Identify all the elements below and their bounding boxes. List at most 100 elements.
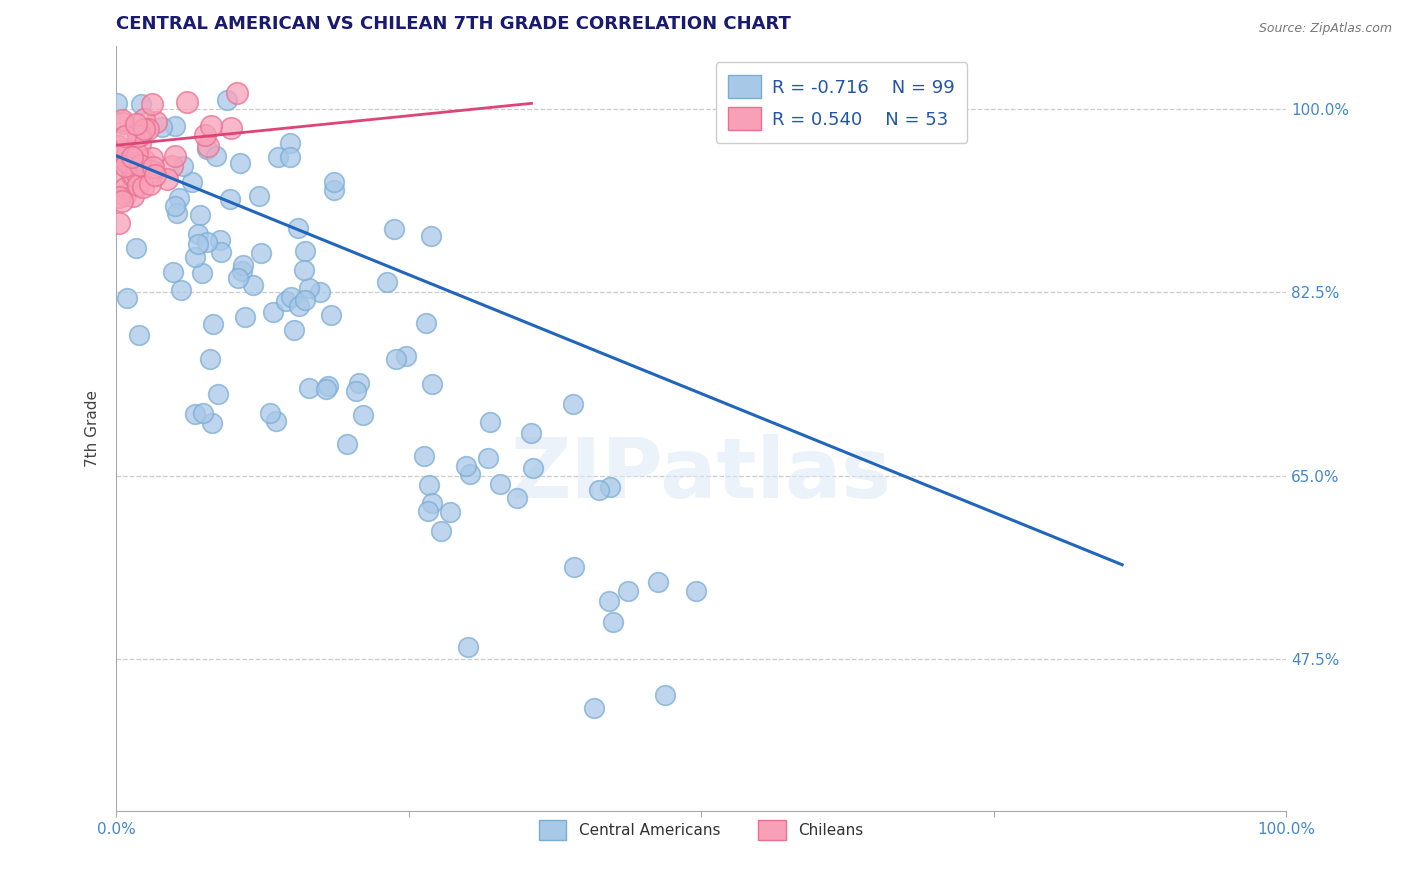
Point — [187, 227, 209, 242]
Point — [135, 161, 157, 176]
Point — [187, 236, 209, 251]
Point — [121, 150, 143, 164]
Point — [506, 491, 529, 506]
Point — [105, 152, 128, 166]
Point — [141, 151, 163, 165]
Point — [309, 285, 332, 299]
Point — [163, 119, 186, 133]
Text: ZIPatlas: ZIPatlas — [510, 434, 891, 515]
Point — [294, 293, 316, 308]
Point — [114, 159, 136, 173]
Point — [134, 153, 156, 167]
Point — [415, 316, 437, 330]
Point — [145, 114, 167, 128]
Point — [226, 270, 249, 285]
Point — [110, 112, 132, 127]
Text: Source: ZipAtlas.com: Source: ZipAtlas.com — [1258, 22, 1392, 36]
Point — [117, 145, 139, 159]
Point — [165, 149, 187, 163]
Point — [138, 121, 160, 136]
Point — [172, 159, 194, 173]
Point — [323, 175, 346, 189]
Point — [599, 480, 621, 494]
Point — [128, 128, 150, 143]
Point — [129, 97, 152, 112]
Point — [117, 150, 139, 164]
Point — [685, 584, 707, 599]
Point — [217, 93, 239, 107]
Point — [287, 221, 309, 235]
Point — [226, 86, 249, 100]
Point — [195, 142, 218, 156]
Point — [266, 414, 288, 428]
Point — [602, 615, 624, 630]
Point — [184, 407, 207, 421]
Point — [105, 96, 128, 111]
Point — [292, 263, 315, 277]
Point — [352, 408, 374, 422]
Point — [190, 266, 212, 280]
Point — [160, 159, 183, 173]
Point — [654, 688, 676, 702]
Point — [194, 128, 217, 143]
Point — [242, 277, 264, 292]
Point — [198, 351, 221, 366]
Text: CENTRAL AMERICAN VS CHILEAN 7TH GRADE CORRELATION CHART: CENTRAL AMERICAN VS CHILEAN 7TH GRADE CO… — [117, 15, 792, 33]
Point — [127, 178, 149, 192]
Point — [416, 504, 439, 518]
Point — [420, 228, 443, 243]
Point — [297, 381, 319, 395]
Point — [207, 386, 229, 401]
Point — [520, 425, 543, 440]
Point — [204, 149, 226, 163]
Point — [114, 129, 136, 144]
Point — [129, 158, 152, 172]
Point — [278, 136, 301, 150]
Point — [422, 376, 444, 391]
Point — [647, 574, 669, 589]
Point — [124, 165, 146, 179]
Point — [231, 264, 253, 278]
Point — [280, 290, 302, 304]
Point — [184, 250, 207, 264]
Point — [127, 128, 149, 143]
Point — [598, 593, 620, 607]
Point — [163, 199, 186, 213]
Point — [439, 505, 461, 519]
Point — [412, 449, 434, 463]
Point — [195, 235, 218, 249]
Point — [219, 193, 242, 207]
Point — [141, 97, 163, 112]
Point — [564, 560, 586, 574]
Legend: Central Americans, Chileans: Central Americans, Chileans — [533, 814, 869, 846]
Point — [298, 281, 321, 295]
Point — [114, 180, 136, 194]
Point — [111, 194, 134, 209]
Point — [294, 244, 316, 259]
Point — [420, 496, 443, 510]
Point — [176, 95, 198, 109]
Point — [267, 150, 290, 164]
Point — [247, 189, 270, 203]
Point — [315, 383, 337, 397]
Point — [139, 177, 162, 191]
Point — [209, 245, 232, 260]
Point — [181, 175, 204, 189]
Point — [129, 137, 152, 152]
Point — [193, 406, 215, 420]
Point — [349, 376, 371, 390]
Point — [108, 190, 131, 204]
Point — [336, 437, 359, 451]
Point — [114, 187, 136, 202]
Point — [107, 139, 129, 153]
Point — [522, 461, 544, 475]
Point — [156, 172, 179, 186]
Point — [454, 459, 477, 474]
Point — [283, 323, 305, 337]
Point — [117, 291, 139, 305]
Point — [382, 222, 405, 236]
Point — [150, 120, 173, 134]
Point — [122, 189, 145, 203]
Point — [316, 378, 339, 392]
Point — [202, 317, 225, 331]
